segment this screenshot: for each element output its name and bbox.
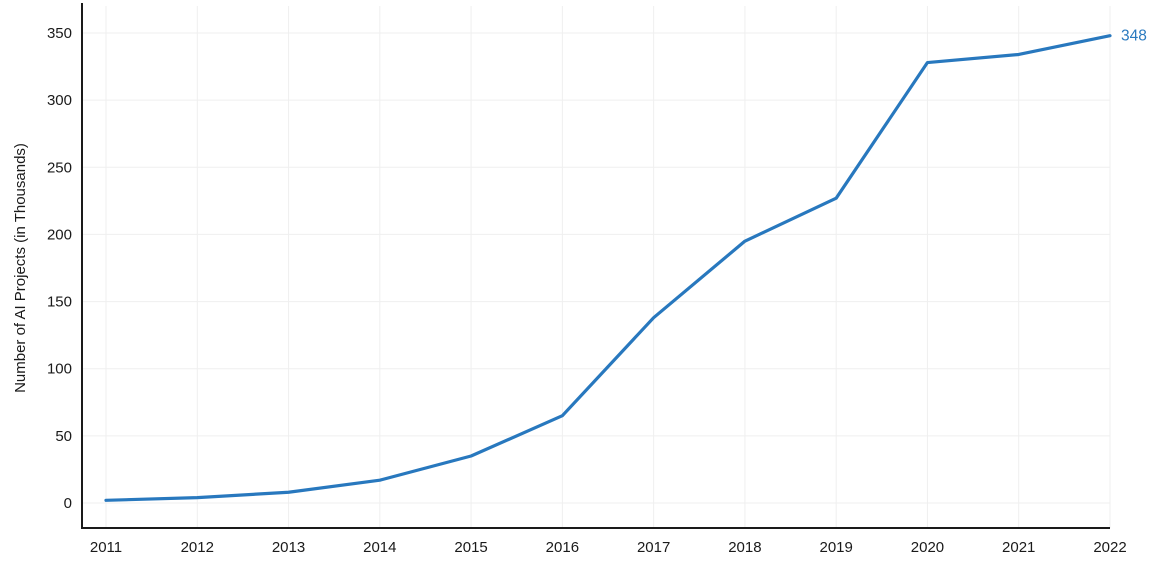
x-tick-label: 2013 xyxy=(272,539,305,556)
data-line xyxy=(104,34,1112,502)
x-tick-label: 2014 xyxy=(363,539,396,556)
y-tick-label: 100 xyxy=(47,361,72,378)
y-tick-label: 300 xyxy=(47,92,72,109)
x-tick-label: 2022 xyxy=(1093,539,1126,556)
y-tick-label: 0 xyxy=(64,495,72,512)
x-tick-label: 2017 xyxy=(637,539,670,556)
y-tick-label: 150 xyxy=(47,294,72,311)
x-tick-label: 2020 xyxy=(911,539,944,556)
y-tick-label: 200 xyxy=(47,226,72,243)
y-tick-label: 350 xyxy=(47,25,72,42)
y-tick-label: 50 xyxy=(55,428,72,445)
end-value-label: 348 xyxy=(1121,28,1147,45)
y-tick-label: 250 xyxy=(47,159,72,176)
x-tick-label: 2012 xyxy=(181,539,214,556)
y-axis-title: Number of AI Projects (in Thousands) xyxy=(12,143,29,393)
x-tick-label: 2019 xyxy=(819,539,852,556)
x-tick-label: 2015 xyxy=(454,539,487,556)
x-tick-label: 2021 xyxy=(1002,539,1035,556)
x-tick-label: 2011 xyxy=(90,539,122,556)
x-tick-label: 2018 xyxy=(728,539,761,556)
x-tick-label: 2016 xyxy=(546,539,579,556)
